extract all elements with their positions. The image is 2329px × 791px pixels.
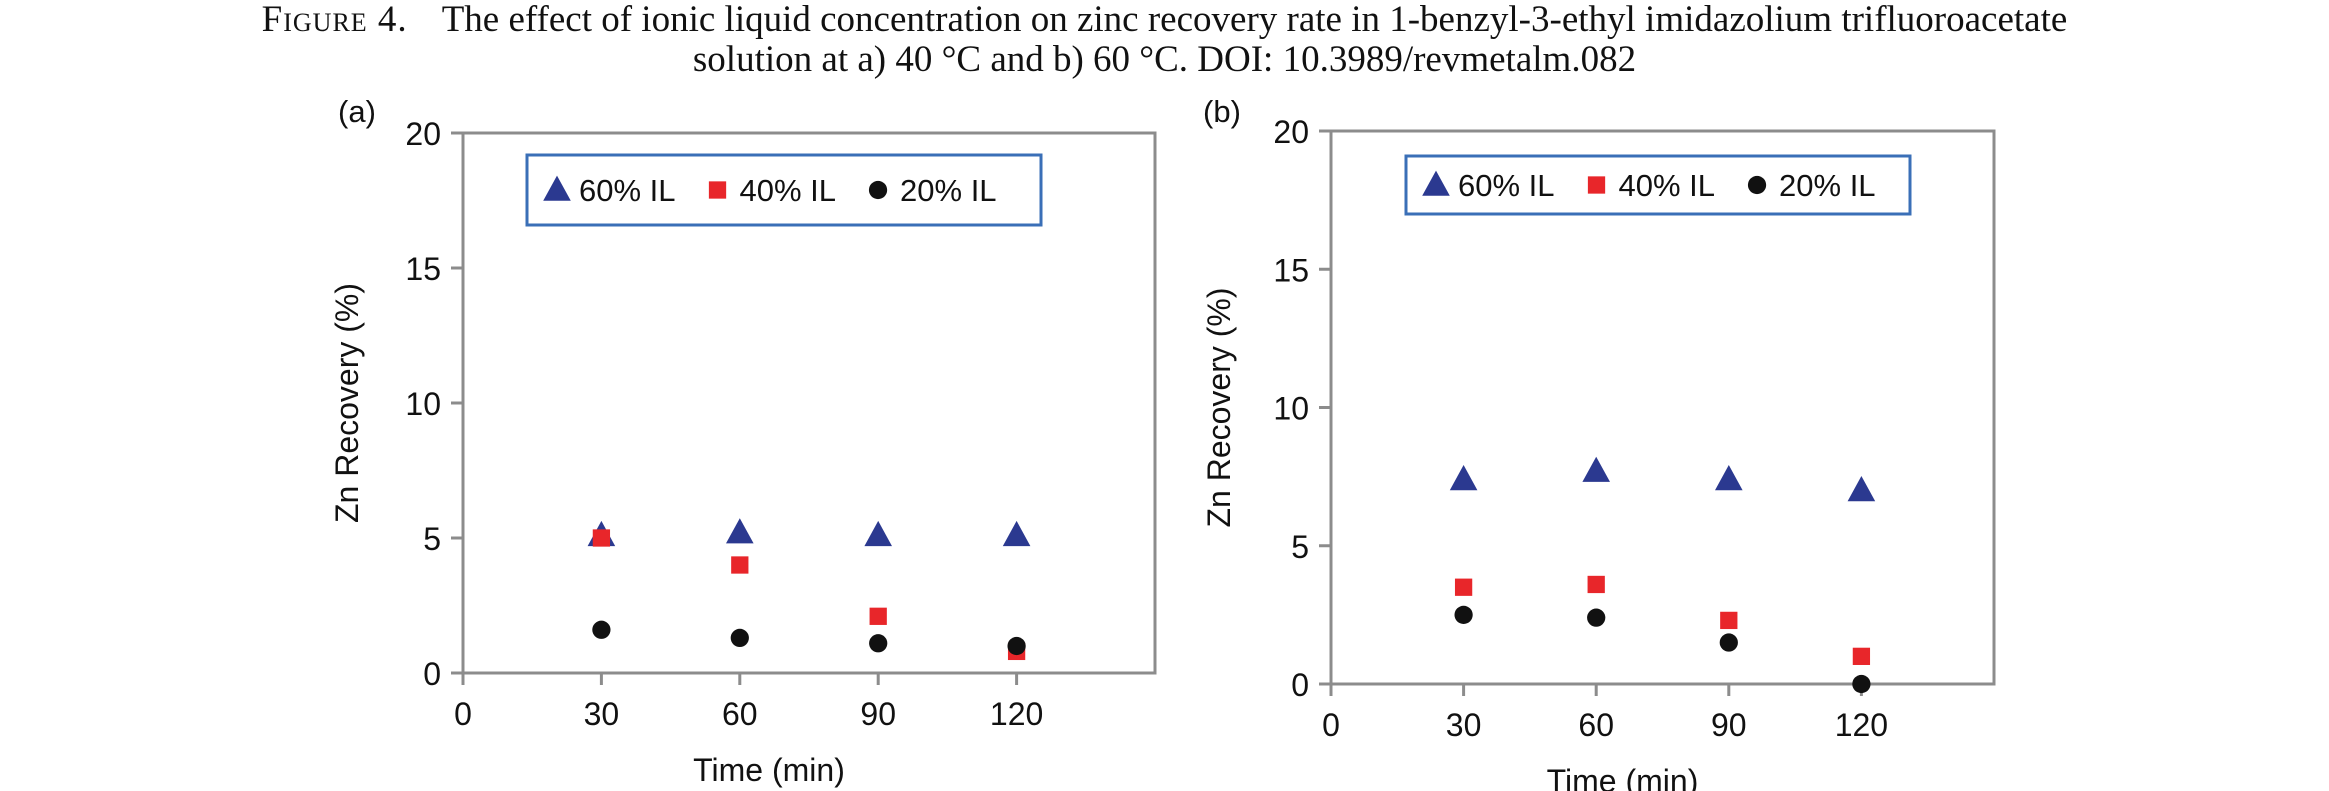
- data-point: [869, 634, 888, 653]
- series-circle: [592, 620, 1026, 656]
- data-point: [1719, 633, 1738, 652]
- caption-text-1: The effect of ionic liquid concentration…: [441, 0, 2068, 40]
- data-point: [864, 520, 892, 547]
- x-tick-label: 30: [1446, 707, 1482, 743]
- data-point: [869, 607, 887, 625]
- y-tick-label: 5: [423, 521, 441, 557]
- caption-line-2: solution at a) 40 °C and b) 60 °C. DOI: …: [692, 39, 1637, 80]
- caption-label: Figure 4.: [261, 0, 408, 40]
- x-tick-label: 30: [584, 696, 620, 732]
- legend-label: 60% IL: [579, 173, 676, 208]
- data-point: [1454, 578, 1473, 596]
- legend-marker: [1747, 175, 1767, 195]
- x-tick-label: 0: [1322, 707, 1340, 743]
- legend-label: 20% IL: [1779, 168, 1876, 203]
- panel-label: (b): [1203, 94, 1241, 129]
- legend-label: 20% IL: [900, 173, 997, 208]
- x-tick-label: 120: [990, 696, 1043, 732]
- x-axis-label: Time (min): [1547, 763, 1699, 791]
- legend-marker: [1587, 176, 1606, 194]
- panel-label: (a): [338, 94, 376, 129]
- legend-label: 40% IL: [1619, 168, 1716, 203]
- data-point: [1007, 636, 1026, 656]
- data-point: [1449, 464, 1478, 491]
- y-tick-label: 20: [1273, 114, 1309, 150]
- y-tick-label: 10: [405, 386, 441, 422]
- data-point: [1715, 464, 1743, 491]
- data-point: [1847, 476, 1876, 502]
- legend-marker: [708, 181, 727, 199]
- legend-marker: [543, 175, 571, 201]
- x-tick-label: 90: [1711, 707, 1747, 743]
- legend-label: 40% IL: [740, 173, 837, 208]
- data-point: [1582, 456, 1610, 482]
- x-tick-label: 120: [1835, 707, 1888, 743]
- y-tick-label: 0: [1291, 667, 1309, 703]
- x-tick-label: 60: [1578, 707, 1614, 743]
- data-point: [1587, 608, 1606, 627]
- data-point: [592, 620, 611, 639]
- y-tick-label: 10: [1273, 391, 1309, 427]
- y-tick-label: 0: [423, 656, 441, 692]
- series-square: [1454, 575, 1871, 665]
- y-tick-label: 20: [405, 116, 441, 152]
- legend-box: [1404, 154, 1912, 216]
- data-point: [1454, 605, 1473, 624]
- legend-marker: [1422, 170, 1450, 196]
- figure-caption: Figure 4. The effect of ionic liquid conc…: [0, 0, 2329, 80]
- x-axis-label: Time (min): [693, 752, 845, 788]
- y-axis-label: Zn Recovery (%): [1201, 287, 1237, 527]
- legend-box: [525, 153, 1043, 227]
- series-triangle: [1449, 456, 1876, 502]
- y-tick-label: 15: [405, 251, 441, 287]
- data-point: [1852, 647, 1871, 665]
- legend-marker: [868, 180, 888, 200]
- y-tick-label: 5: [1291, 529, 1309, 565]
- data-point: [730, 628, 749, 648]
- y-axis-label: Zn Recovery (%): [329, 283, 365, 523]
- caption-line-1: Figure 4. The effect of ionic liquid conc…: [0, 0, 2329, 40]
- data-point: [1852, 674, 1871, 694]
- x-tick-label: 90: [860, 696, 896, 732]
- x-tick-label: 0: [454, 696, 472, 732]
- y-tick-label: 15: [1273, 252, 1309, 288]
- series-circle: [1454, 605, 1871, 694]
- data-point: [726, 518, 754, 544]
- data-point: [592, 529, 611, 547]
- data-point: [731, 556, 749, 574]
- data-point: [1587, 575, 1605, 594]
- legend-label: 60% IL: [1458, 168, 1555, 203]
- x-tick-label: 60: [722, 696, 758, 732]
- data-point: [1002, 520, 1031, 547]
- data-point: [1720, 611, 1738, 630]
